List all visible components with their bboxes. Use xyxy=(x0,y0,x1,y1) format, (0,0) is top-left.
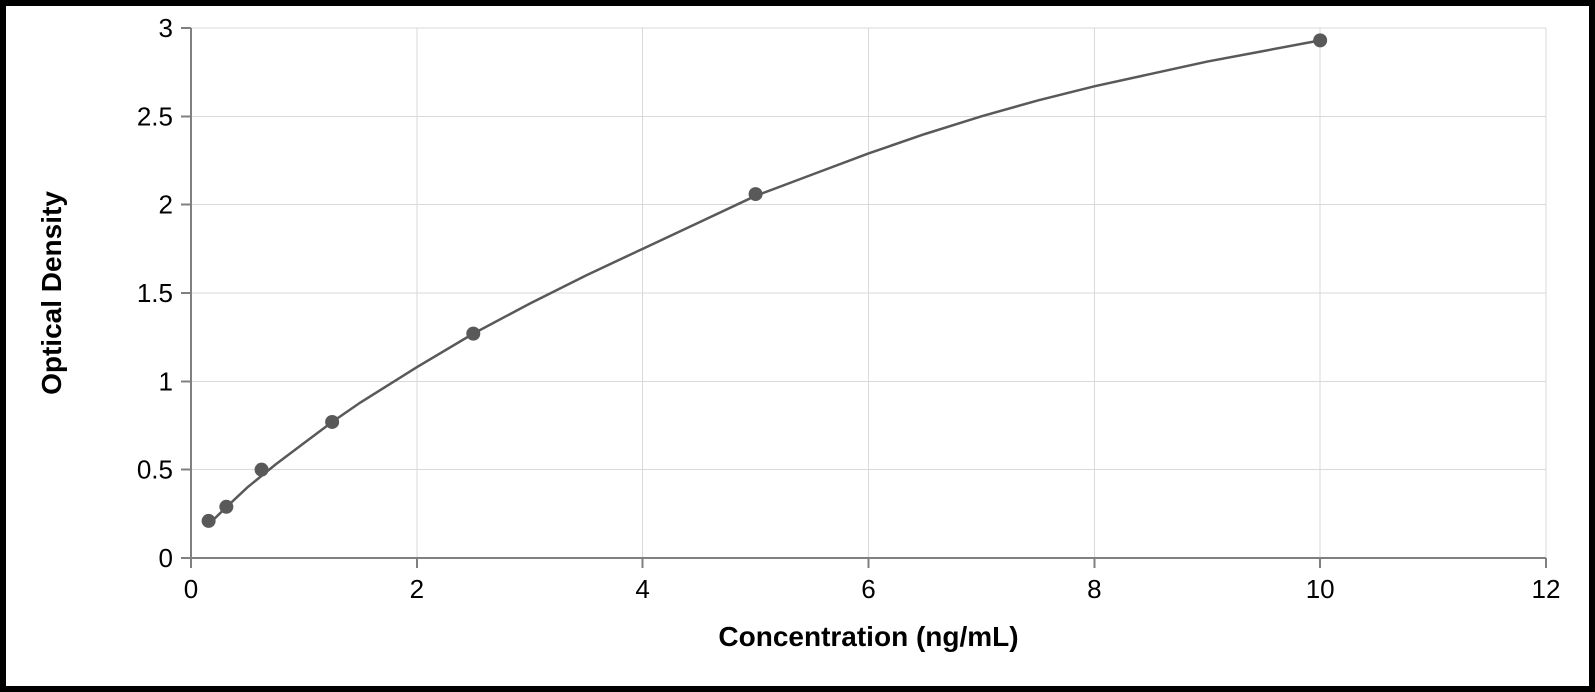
x-axis-title: Concentration (ng/mL) xyxy=(718,621,1018,652)
y-axis-title: Optical Density xyxy=(36,191,67,395)
fit-curve xyxy=(209,40,1321,524)
data-point xyxy=(255,463,269,477)
x-tick-label: 2 xyxy=(410,574,424,604)
x-tick-label: 12 xyxy=(1532,574,1561,604)
data-point xyxy=(202,514,216,528)
y-tick-label: 2 xyxy=(159,190,173,220)
x-tick-label: 0 xyxy=(184,574,198,604)
data-point xyxy=(466,327,480,341)
y-tick-label: 1.5 xyxy=(137,278,173,308)
x-tick-label: 4 xyxy=(635,574,649,604)
x-tick-label: 10 xyxy=(1306,574,1335,604)
y-tick-label: 0.5 xyxy=(137,455,173,485)
chart-frame: 0 2 4 6 8 10 12 0 0.5 1 1.5 2 2.5 3 Concentration (ng/… xyxy=(0,0,1595,692)
chart-container: 0 2 4 6 8 10 12 0 0.5 1 1.5 2 2.5 3 Concentration (ng/… xyxy=(6,6,1589,686)
y-tick-label: 0 xyxy=(159,543,173,573)
data-point xyxy=(749,187,763,201)
x-tick-label: 6 xyxy=(861,574,875,604)
data-point xyxy=(1313,33,1327,47)
y-tick-label: 3 xyxy=(159,13,173,43)
x-tick-label: 8 xyxy=(1087,574,1101,604)
y-tick-label: 1 xyxy=(159,366,173,396)
data-point xyxy=(325,415,339,429)
y-tick-label: 2.5 xyxy=(137,101,173,131)
data-point xyxy=(219,500,233,514)
chart-svg: 0 2 4 6 8 10 12 0 0.5 1 1.5 2 2.5 3 Concentration (ng/… xyxy=(6,6,1589,686)
